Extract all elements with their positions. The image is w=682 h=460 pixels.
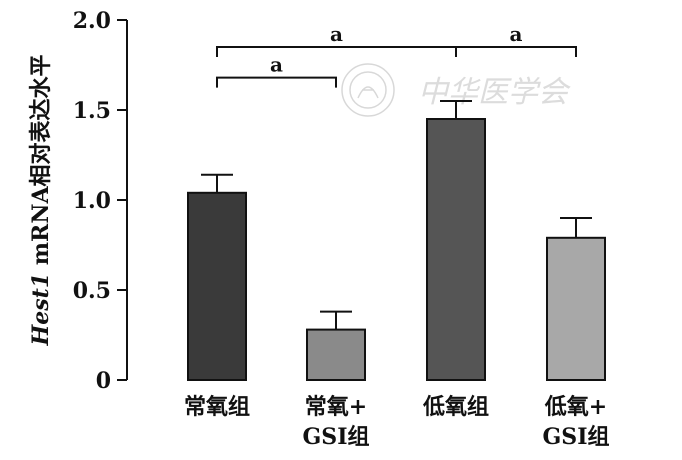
error-bar bbox=[560, 217, 592, 238]
y-axis-label-text: mRNA相对表达水平 bbox=[28, 54, 54, 272]
seal-icon bbox=[341, 63, 395, 117]
x-tick-label: 低氧+ bbox=[544, 394, 607, 420]
y-tick-label: 1.5 bbox=[73, 98, 111, 124]
y-tick-label: 0.5 bbox=[73, 278, 111, 304]
significance-bracket: a bbox=[455, 22, 577, 57]
error-bar bbox=[320, 310, 352, 330]
y-tick-label: 2.0 bbox=[73, 8, 111, 34]
x-tick-label: 常氧+ bbox=[305, 394, 367, 420]
x-tick-label: GSI组 bbox=[303, 424, 370, 450]
error-bar bbox=[201, 173, 233, 193]
bar bbox=[426, 118, 486, 381]
y-ticks: 0 0.5 1.0 1.5 2.0 bbox=[73, 8, 127, 394]
x-tick-label: GSI组 bbox=[543, 424, 610, 450]
y-tick-label: 0 bbox=[96, 368, 111, 394]
bar bbox=[187, 191, 247, 381]
bar bbox=[306, 328, 366, 382]
bar bbox=[546, 236, 606, 381]
error-bars bbox=[201, 100, 592, 330]
significance-bracket: a bbox=[216, 53, 337, 88]
bars bbox=[187, 118, 606, 382]
significance-label: a bbox=[270, 53, 283, 77]
x-tick-label: 低氧组 bbox=[422, 394, 489, 420]
y-axis-label: Hest1 mRNA相对表达水平 bbox=[28, 54, 54, 346]
y-axis-label-gene: Hest1 bbox=[28, 273, 54, 347]
significance-brackets: a a a bbox=[216, 22, 577, 88]
watermark: 中华医学会 bbox=[341, 63, 571, 117]
watermark-text: 中华医学会 bbox=[418, 75, 571, 110]
significance-bracket: a bbox=[216, 22, 457, 57]
error-bar bbox=[440, 100, 472, 119]
significance-label: a bbox=[330, 22, 343, 46]
x-tick-labels: 常氧组 常氧+ GSI组 低氧组 低氧+ GSI组 bbox=[184, 394, 609, 450]
significance-label: a bbox=[510, 22, 523, 46]
x-tick-label: 常氧组 bbox=[184, 394, 250, 420]
y-tick-label: 1.0 bbox=[73, 188, 111, 214]
